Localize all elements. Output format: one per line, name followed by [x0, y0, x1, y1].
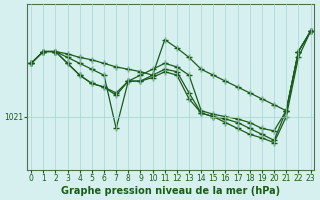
- X-axis label: Graphe pression niveau de la mer (hPa): Graphe pression niveau de la mer (hPa): [61, 186, 280, 196]
